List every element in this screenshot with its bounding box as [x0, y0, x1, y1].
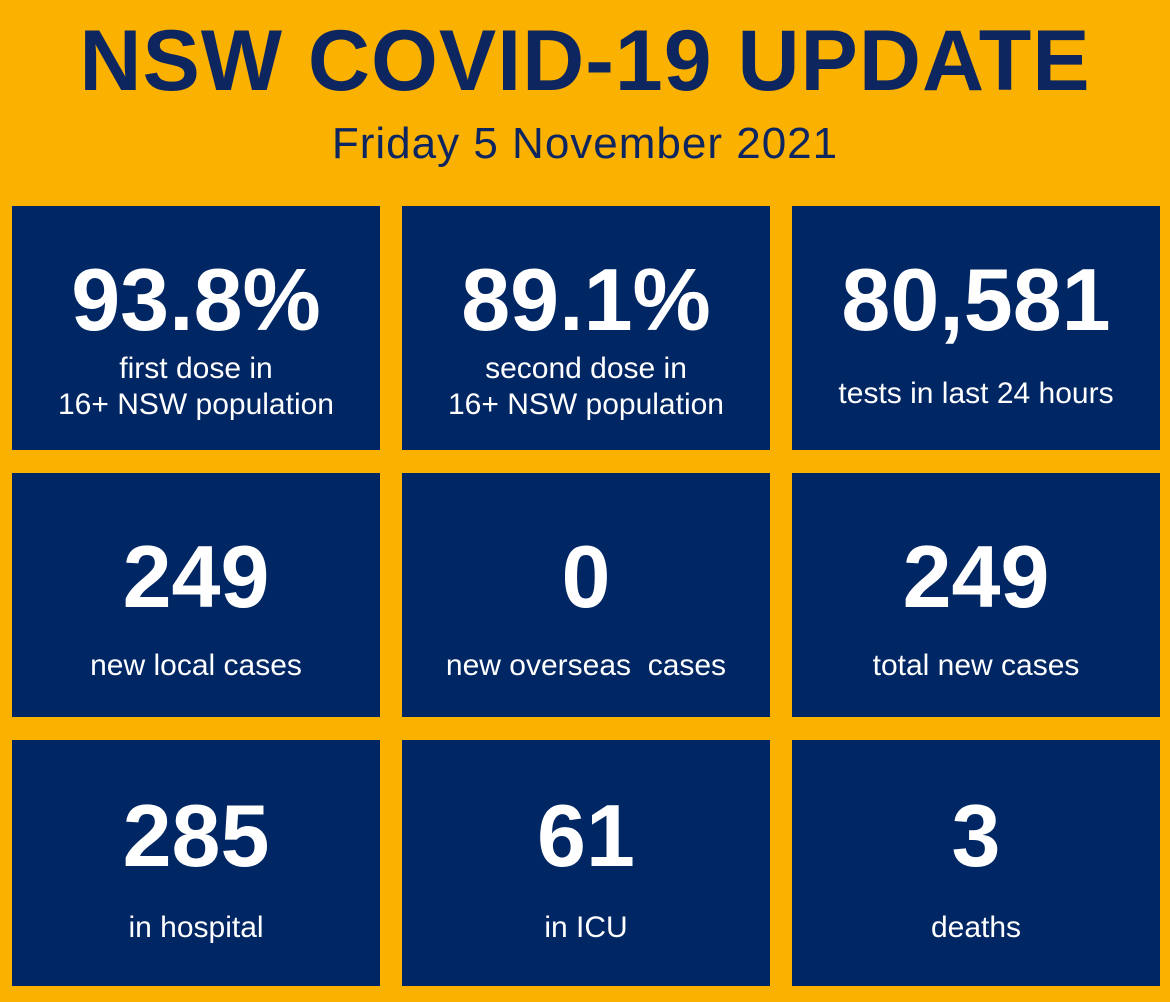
update-date: Friday 5 November 2021: [331, 119, 839, 168]
stat-value: 249: [902, 527, 1050, 626]
stat-tile-tests: 80,581 tests in last 24 hours: [792, 206, 1160, 450]
stat-value: 80,581: [841, 250, 1111, 349]
stat-value: 89.1%: [461, 250, 711, 349]
stat-tile-in-hospital: 285 in hospital: [12, 740, 380, 986]
stat-label-line: deaths: [930, 911, 1022, 944]
stat-label: second dose in 16+ NSW population: [402, 351, 770, 423]
stat-label: deaths: [792, 910, 1160, 946]
stat-label-line: tests in last 24 hours: [838, 377, 1114, 410]
page-title: NSW COVID-19 UPDATE: [79, 13, 1091, 109]
stat-tile-deaths: 3 deaths: [792, 740, 1160, 986]
stat-value: 285: [122, 786, 270, 885]
stat-tile-new-overseas-cases: 0 new overseas cases: [402, 473, 770, 717]
stat-tile-total-new-cases: 249 total new cases: [792, 473, 1160, 717]
stat-value: 61: [537, 786, 635, 885]
stat-tile-second-dose: 89.1% second dose in 16+ NSW population: [402, 206, 770, 450]
stat-value: 249: [122, 527, 270, 626]
stat-value: 93.8%: [71, 250, 321, 349]
stat-label-line: new overseas cases: [445, 649, 727, 682]
stat-label-line: total new cases: [872, 649, 1080, 682]
stat-label-line: new local cases: [90, 649, 302, 682]
stat-label-line: in hospital: [128, 911, 264, 944]
stat-label: tests in last 24 hours: [792, 376, 1160, 412]
stat-value: 3: [951, 786, 1001, 885]
stat-label-line: second dose in: [485, 352, 687, 385]
stat-tile-first-dose: 93.8% first dose in 16+ NSW population: [12, 206, 380, 450]
stat-label-line: 16+ NSW population: [57, 388, 334, 421]
stat-tile-in-icu: 61 in ICU: [402, 740, 770, 986]
stat-label: in hospital: [12, 910, 380, 946]
stat-label: in ICU: [402, 910, 770, 946]
stat-label-line: 16+ NSW population: [447, 388, 724, 421]
stat-tile-new-local-cases: 249 new local cases: [12, 473, 380, 717]
stat-label: total new cases: [792, 648, 1160, 684]
stat-label: new local cases: [12, 648, 380, 684]
stat-label-line: in ICU: [544, 911, 628, 944]
stat-value: 0: [561, 527, 611, 626]
stat-label-line: first dose in: [119, 352, 273, 385]
stat-label: new overseas cases: [402, 648, 770, 684]
stat-label: first dose in 16+ NSW population: [12, 351, 380, 423]
